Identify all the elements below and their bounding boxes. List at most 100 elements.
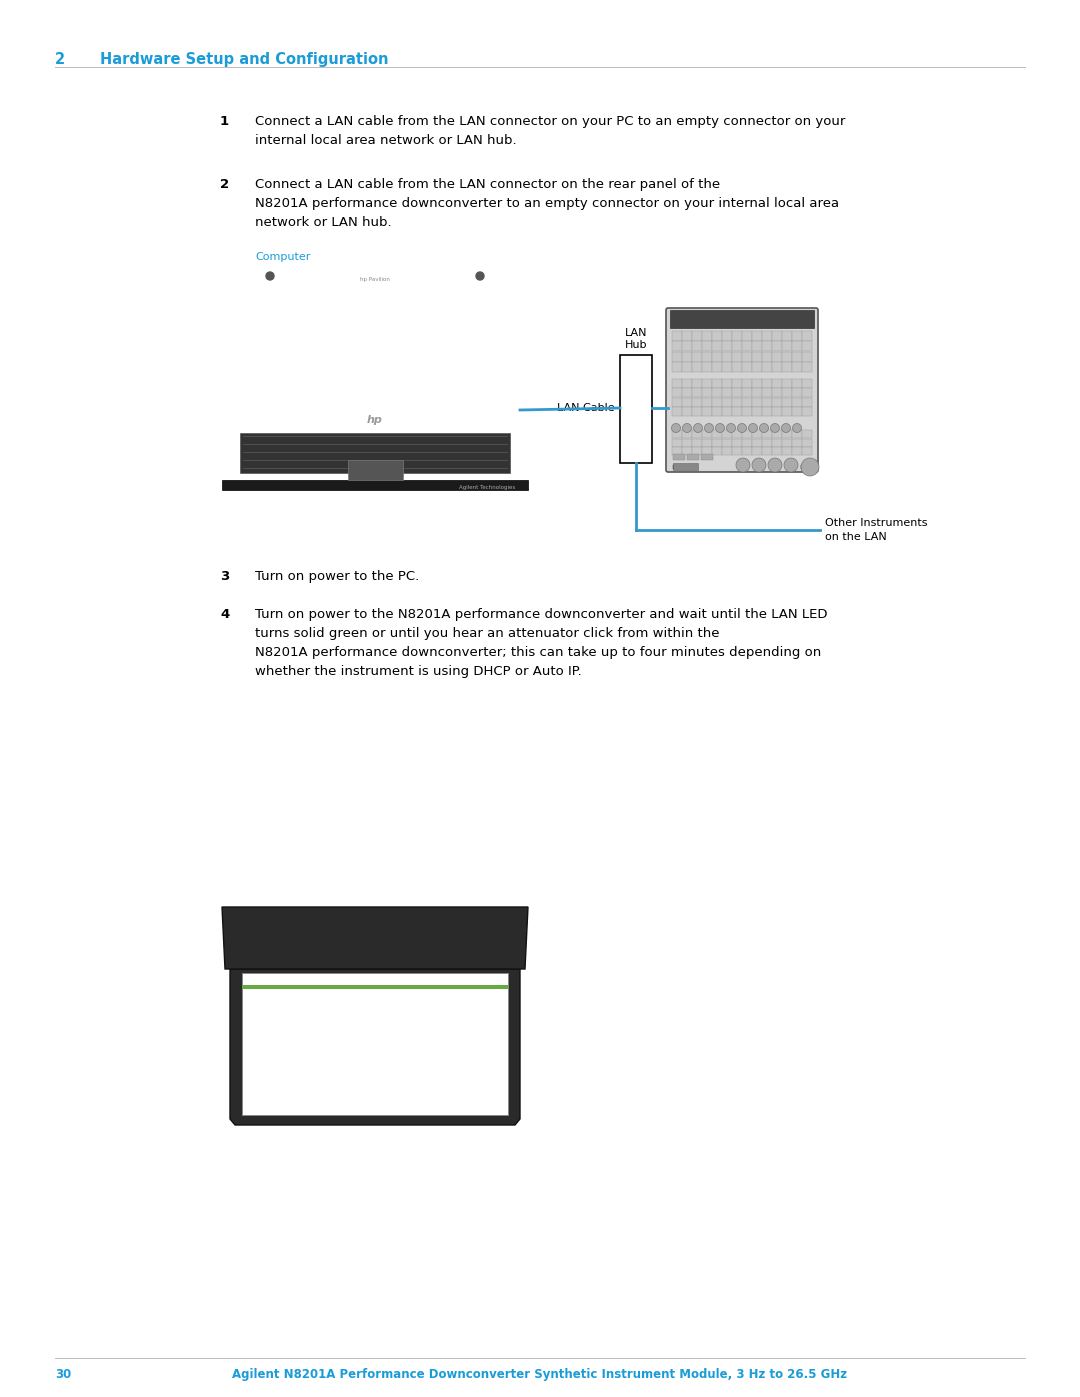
Circle shape bbox=[715, 423, 725, 433]
Bar bbox=[702, 388, 712, 397]
Bar bbox=[681, 352, 691, 362]
Circle shape bbox=[801, 458, 819, 476]
Bar bbox=[782, 341, 792, 351]
Bar bbox=[772, 331, 782, 341]
Bar bbox=[762, 439, 771, 447]
Circle shape bbox=[693, 423, 702, 433]
Circle shape bbox=[793, 423, 801, 433]
Bar bbox=[762, 388, 771, 397]
Circle shape bbox=[735, 458, 750, 472]
Circle shape bbox=[683, 423, 691, 433]
Bar bbox=[732, 362, 742, 372]
Bar bbox=[673, 462, 698, 469]
Text: Turn on power to the N8201A performance downconverter and wait until the LAN LED: Turn on power to the N8201A performance … bbox=[255, 608, 827, 678]
Text: 2: 2 bbox=[55, 52, 65, 67]
Bar bbox=[792, 447, 801, 455]
Bar bbox=[732, 430, 742, 439]
Text: Agilent N8201A Performance Downconverter Synthetic Instrument Module, 3 Hz to 26: Agilent N8201A Performance Downconverter… bbox=[232, 1368, 848, 1382]
Bar bbox=[782, 407, 792, 416]
Bar bbox=[802, 430, 811, 439]
Bar bbox=[692, 331, 702, 341]
Bar bbox=[762, 362, 771, 372]
Bar bbox=[752, 388, 761, 397]
Bar bbox=[732, 331, 742, 341]
Bar bbox=[681, 447, 691, 455]
Bar bbox=[348, 460, 403, 481]
Bar bbox=[692, 407, 702, 416]
Bar bbox=[802, 398, 811, 407]
Bar bbox=[692, 352, 702, 362]
Circle shape bbox=[738, 423, 746, 433]
Bar bbox=[712, 439, 721, 447]
Bar bbox=[712, 447, 721, 455]
Text: Agilent Technologies: Agilent Technologies bbox=[459, 485, 515, 490]
Bar bbox=[712, 430, 721, 439]
Bar bbox=[672, 341, 681, 351]
Bar bbox=[802, 331, 811, 341]
Text: 3: 3 bbox=[220, 570, 229, 583]
Bar bbox=[712, 362, 721, 372]
Bar bbox=[782, 447, 792, 455]
Bar bbox=[742, 430, 752, 439]
Bar bbox=[723, 341, 731, 351]
Bar bbox=[723, 352, 731, 362]
Bar bbox=[802, 362, 811, 372]
Bar bbox=[742, 447, 752, 455]
Bar bbox=[772, 341, 782, 351]
Bar bbox=[802, 379, 811, 387]
Bar bbox=[762, 352, 771, 362]
Bar bbox=[692, 447, 702, 455]
Bar bbox=[782, 331, 792, 341]
Bar bbox=[801, 465, 811, 469]
Bar bbox=[672, 439, 681, 447]
Bar bbox=[672, 407, 681, 416]
Bar bbox=[792, 407, 801, 416]
Text: hp: hp bbox=[367, 415, 383, 425]
Bar bbox=[672, 430, 681, 439]
Bar bbox=[672, 388, 681, 397]
Text: Connect a LAN cable from the LAN connector on the rear panel of the
N8201A perfo: Connect a LAN cable from the LAN connect… bbox=[255, 177, 839, 229]
Bar bbox=[762, 407, 771, 416]
Bar bbox=[732, 341, 742, 351]
Bar bbox=[752, 398, 761, 407]
Bar bbox=[672, 331, 681, 341]
Bar bbox=[692, 379, 702, 387]
Bar bbox=[692, 341, 702, 351]
Bar bbox=[702, 398, 712, 407]
Bar bbox=[712, 407, 721, 416]
Bar bbox=[802, 407, 811, 416]
Bar bbox=[772, 352, 782, 362]
Bar bbox=[732, 352, 742, 362]
Bar bbox=[712, 341, 721, 351]
Bar bbox=[792, 362, 801, 372]
Bar bbox=[673, 454, 685, 460]
Bar bbox=[772, 388, 782, 397]
Bar bbox=[242, 972, 508, 1115]
Bar bbox=[673, 465, 683, 469]
Bar bbox=[672, 447, 681, 455]
Bar bbox=[702, 407, 712, 416]
Bar bbox=[802, 439, 811, 447]
Bar bbox=[732, 407, 742, 416]
Bar bbox=[702, 331, 712, 341]
Circle shape bbox=[672, 423, 680, 433]
Text: Computer: Computer bbox=[255, 251, 310, 263]
Text: Connect a LAN cable from the LAN connector on your PC to an empty connector on y: Connect a LAN cable from the LAN connect… bbox=[255, 115, 846, 147]
Bar bbox=[681, 341, 691, 351]
Circle shape bbox=[476, 272, 484, 279]
Bar bbox=[723, 439, 731, 447]
Bar bbox=[782, 352, 792, 362]
Bar bbox=[672, 398, 681, 407]
Bar bbox=[712, 352, 721, 362]
Bar bbox=[772, 430, 782, 439]
Bar bbox=[752, 352, 761, 362]
Circle shape bbox=[752, 458, 766, 472]
Bar bbox=[701, 454, 713, 460]
Bar bbox=[772, 447, 782, 455]
Text: 2: 2 bbox=[220, 177, 229, 191]
Bar bbox=[681, 362, 691, 372]
Circle shape bbox=[266, 272, 274, 279]
Bar bbox=[742, 379, 752, 387]
Bar bbox=[772, 398, 782, 407]
Bar bbox=[792, 331, 801, 341]
